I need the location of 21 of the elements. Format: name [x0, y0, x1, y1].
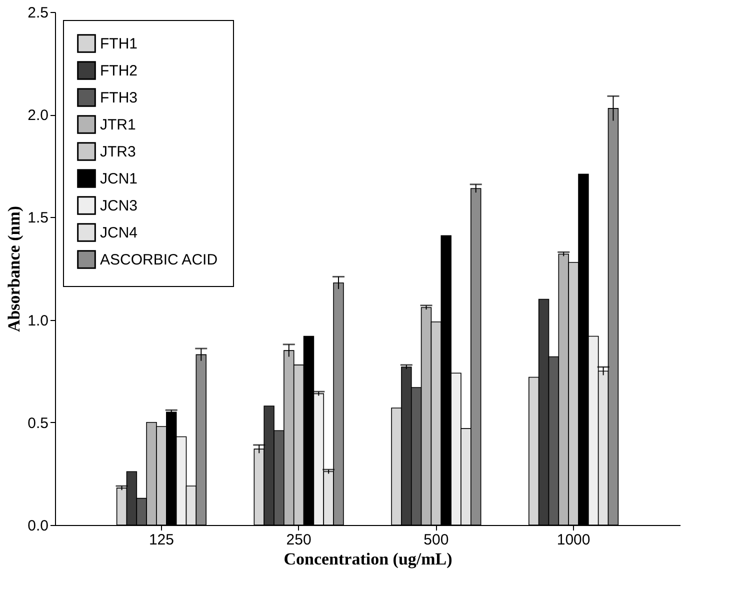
y-tick-label: 1.5: [28, 210, 48, 227]
legend-label: FTH1: [100, 36, 138, 52]
legend-label: JCN3: [100, 198, 138, 214]
x-tick-label: 125: [148, 532, 174, 548]
legend-label: JTR3: [100, 144, 136, 160]
legend-label: FTH3: [100, 90, 138, 106]
y-tick-label: 0.0: [28, 518, 48, 534]
legend-label: JCN1: [100, 170, 138, 188]
y-tick-label: 1.0: [28, 312, 48, 330]
x-tick-label: 250: [286, 532, 312, 548]
x-tick-label: 500: [424, 532, 449, 548]
y-axis-title: Absorbance (nm): [4, 206, 24, 332]
legend-label: JCN4: [100, 224, 138, 242]
x-axis-title: Concentration (ug/mL): [284, 550, 452, 568]
legend-label: ASCORBIC ACID: [100, 252, 218, 268]
y-tick-label: 2.5: [28, 4, 48, 22]
y-tick-label: 0.5: [28, 414, 48, 432]
x-tick-label: 1000: [556, 532, 590, 548]
legend-label: JTR1: [100, 116, 136, 134]
y-tick-label: 2.0: [28, 107, 48, 124]
legend-label: FTH2: [100, 62, 138, 80]
